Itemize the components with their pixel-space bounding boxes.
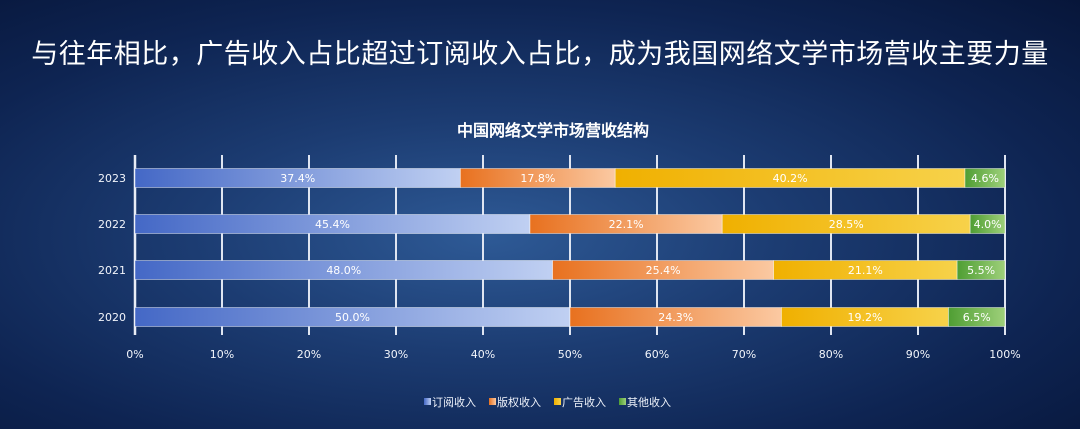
legend-swatch [554, 398, 561, 405]
data-label: 21.1% [848, 264, 883, 277]
legend-swatch [424, 398, 431, 405]
x-tick-label: 80% [819, 348, 843, 361]
bar-segment [956, 260, 1006, 280]
data-label: 19.2% [847, 311, 882, 324]
data-label: 40.2% [773, 172, 808, 185]
legend-swatch [489, 398, 496, 405]
x-tick-label: 90% [906, 348, 930, 361]
data-label: 48.0% [326, 264, 361, 277]
y-tick-label: 2020 [98, 311, 126, 324]
bar-segment [964, 168, 1006, 188]
data-labels: 37.4% 17.8% 40.2% 4.6% 45.4% 22.1% 28.5% 4.0% 48… [280, 172, 1001, 324]
x-tick-label: 40% [471, 348, 495, 361]
x-axis-ticks: 0% 10% 20% 30% 40% 50% 60% 70% 80% 90% 100% [126, 348, 1020, 361]
x-tick-label: 30% [384, 348, 408, 361]
x-tick-label: 0% [126, 348, 143, 361]
x-tick-label: 60% [645, 348, 669, 361]
chart-title: 中国网络文学市场营收结构 [457, 121, 649, 140]
legend-label: 版权收入 [497, 395, 541, 409]
x-tick-label: 50% [558, 348, 582, 361]
legend-label: 广告收入 [562, 395, 606, 409]
legend: 订阅收入 版权收入 广告收入 其他收入 [424, 395, 671, 409]
y-tick-label: 2022 [98, 218, 126, 231]
data-label: 5.5% [967, 264, 995, 277]
x-tick-label: 10% [210, 348, 234, 361]
data-label: 45.4% [315, 218, 350, 231]
data-label: 17.8% [520, 172, 555, 185]
data-label: 4.6% [971, 172, 999, 185]
data-label: 50.0% [335, 311, 370, 324]
y-tick-label: 2021 [98, 264, 126, 277]
legend-swatch [619, 398, 626, 405]
data-label: 4.0% [974, 218, 1002, 231]
y-tick-label: 2023 [98, 172, 126, 185]
x-tick-label: 70% [732, 348, 756, 361]
data-label: 22.1% [609, 218, 644, 231]
legend-label: 其他收入 [627, 395, 671, 409]
page-headline: 与往年相比，广告收入占比超过订阅收入占比，成为我国网络文学市场营收主要力量 [31, 39, 1049, 70]
x-tick-label: 20% [297, 348, 321, 361]
legend-label: 订阅收入 [432, 395, 476, 409]
data-label: 37.4% [280, 172, 315, 185]
bar-segment [948, 307, 1006, 327]
bars [134, 168, 1006, 327]
data-label: 28.5% [829, 218, 864, 231]
y-axis-ticks: 2023 2022 2021 2020 [98, 172, 126, 324]
data-label: 25.4% [646, 264, 681, 277]
data-label: 6.5% [963, 311, 991, 324]
x-tick-label: 100% [989, 348, 1020, 361]
data-label: 24.3% [658, 311, 693, 324]
bar-segment [969, 214, 1006, 234]
